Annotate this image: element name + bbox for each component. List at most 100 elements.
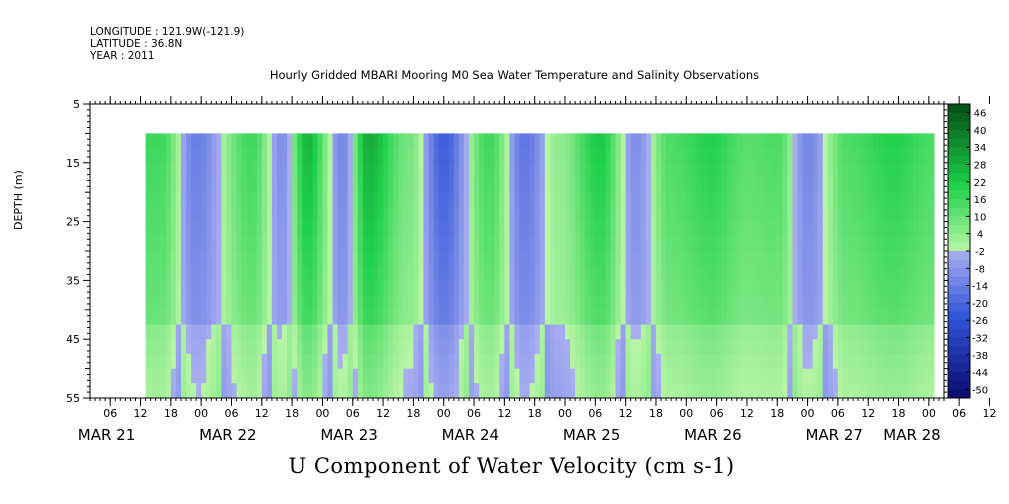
heatmap-cell	[474, 221, 480, 237]
heatmap-cell	[686, 251, 692, 267]
heatmap-cell	[696, 265, 703, 281]
heatmap-cell	[580, 236, 586, 252]
heatmap-cell	[822, 383, 829, 398]
heatmap-cell	[484, 177, 490, 193]
heatmap-cell	[388, 133, 394, 149]
heatmap-cell	[489, 206, 495, 223]
heatmap-cell	[858, 324, 864, 340]
heatmap-cell	[671, 295, 677, 311]
heatmap-cell	[802, 280, 809, 296]
heatmap-cell	[180, 133, 187, 149]
heatmap-cell	[878, 324, 884, 340]
heatmap-cell	[423, 295, 430, 311]
heatmap-cell	[453, 383, 460, 398]
heatmap-cell	[726, 339, 733, 355]
heatmap-cell	[282, 251, 288, 267]
heatmap-cell	[266, 324, 273, 340]
heatmap-cell	[908, 251, 915, 267]
heatmap-cell	[868, 236, 874, 252]
heatmap-cell	[484, 236, 490, 252]
heatmap-cell	[645, 295, 652, 311]
heatmap-cell	[292, 353, 298, 370]
heatmap-cell	[878, 368, 884, 384]
heatmap-cell	[787, 295, 793, 311]
x-hour-label: 18	[528, 407, 542, 420]
heatmap-cell	[544, 236, 551, 252]
heatmap-cell	[388, 324, 394, 340]
heatmap-cell	[352, 353, 359, 370]
heatmap-cell	[241, 162, 248, 179]
heatmap-cell	[206, 339, 212, 355]
heatmap-cell	[231, 236, 238, 252]
heatmap-cell	[585, 265, 591, 281]
heatmap-cell	[474, 162, 480, 179]
heatmap-cell	[271, 221, 278, 237]
heatmap-cell	[655, 206, 662, 223]
heatmap-cell	[160, 148, 167, 164]
heatmap-cell	[575, 221, 581, 237]
heatmap-cell	[610, 280, 617, 296]
heatmap-cell	[898, 280, 905, 296]
heatmap-cell	[782, 162, 788, 179]
heatmap-cell	[155, 280, 162, 296]
heatmap-cell	[165, 206, 172, 223]
heatmap-cell	[640, 177, 647, 193]
heatmap-cell	[302, 280, 308, 296]
heatmap-cell	[468, 251, 475, 267]
heatmap-cell	[433, 324, 440, 340]
heatmap-cell	[640, 133, 647, 149]
heatmap-cell	[191, 177, 197, 193]
heatmap-cell	[620, 383, 627, 398]
heatmap-cell	[317, 324, 324, 340]
heatmap-cell	[832, 133, 839, 149]
heatmap-cell	[307, 280, 313, 296]
heatmap-cell	[302, 353, 308, 370]
heatmap-cell	[398, 353, 404, 370]
y-tick-label: 15	[66, 157, 80, 170]
heatmap-cell	[615, 339, 622, 355]
heatmap-cell	[378, 206, 384, 223]
heatmap-cell	[322, 353, 329, 370]
heatmap-cell	[408, 236, 415, 252]
heatmap-cell	[666, 206, 672, 223]
heatmap-cell	[367, 221, 374, 237]
heatmap-cell	[751, 251, 758, 267]
heatmap-cell	[468, 324, 475, 340]
colorbar-swatch	[948, 233, 970, 243]
heatmap-cell	[241, 280, 248, 296]
heatmap-cell	[671, 280, 677, 296]
heatmap-cell	[534, 206, 541, 223]
heatmap-cell	[231, 133, 238, 149]
heatmap-cell	[357, 162, 364, 179]
heatmap-cell	[211, 221, 217, 237]
heatmap-cell	[362, 324, 369, 340]
heatmap-cell	[726, 383, 733, 398]
heatmap-cell	[757, 133, 763, 149]
heatmap-cell	[206, 177, 212, 193]
heatmap-cell	[236, 265, 243, 281]
x-hour-label: 18	[770, 407, 784, 420]
heatmap-cell	[837, 280, 844, 296]
heatmap-cell	[216, 192, 222, 208]
heatmap-cell	[186, 353, 192, 370]
heatmap-cell	[514, 148, 521, 164]
heatmap-cell	[726, 192, 733, 208]
heatmap-cell	[468, 353, 475, 370]
heatmap-cell	[186, 368, 192, 384]
heatmap-cell	[357, 353, 364, 370]
heatmap-cell	[463, 133, 470, 149]
heatmap-cell	[186, 265, 192, 281]
heatmap-cell	[751, 339, 758, 355]
heatmap-cell	[792, 221, 799, 237]
x-date-label: MAR 27	[805, 426, 862, 444]
heatmap-cell	[453, 221, 460, 237]
heatmap-cell	[640, 162, 647, 179]
heatmap-cell	[721, 177, 728, 193]
heatmap-cell	[650, 324, 657, 340]
heatmap-cell	[928, 251, 935, 267]
heatmap-cell	[180, 192, 187, 208]
heatmap-cell	[923, 383, 930, 398]
heatmap-cell	[201, 206, 207, 223]
heatmap-cell	[620, 251, 627, 267]
heatmap-cell	[261, 265, 268, 281]
